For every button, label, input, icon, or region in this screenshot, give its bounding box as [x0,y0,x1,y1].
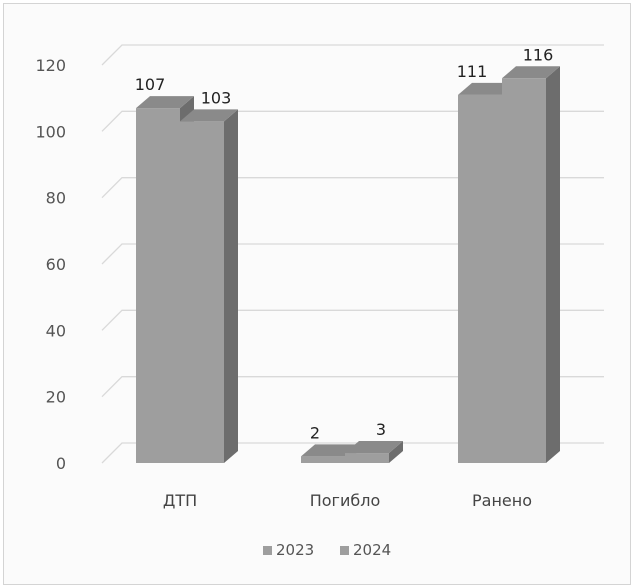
data-label: 2 [310,423,320,442]
y-tick-label: 120 [35,56,66,75]
y-tick-label: 20 [46,388,66,407]
gridline [101,44,604,66]
gridline [101,243,604,265]
bar-top [180,109,238,122]
bar [136,108,180,463]
bar [345,453,389,463]
bar-top [136,96,194,109]
y-tick-label: 100 [35,122,66,141]
bar-side [224,109,238,463]
bar-top [502,66,560,79]
gridline [101,177,604,199]
data-label: 111 [457,62,488,81]
y-tick-label: 60 [46,255,66,274]
data-label: 107 [135,75,166,94]
bar-top [458,82,516,95]
bar [458,94,502,463]
bar-side [389,441,403,463]
bar [301,456,345,463]
bar [180,121,224,463]
y-tick-label: 0 [56,454,66,473]
legend-label: 2024 [353,541,391,559]
bar [502,78,546,464]
legend-label: 2023 [276,541,314,559]
y-tick-label: 40 [46,321,66,340]
x-category-label: Погибло [310,491,381,510]
gridline [101,376,604,398]
bar-side [546,66,560,464]
x-category-label: ДТП [163,491,197,510]
gridline [101,309,604,331]
gridline [101,110,604,132]
gridline [101,442,604,464]
y-tick-label: 80 [46,189,66,208]
x-category-label: Ранено [472,491,532,510]
data-label: 116 [523,45,554,64]
data-label: 3 [376,420,386,439]
data-label: 103 [201,88,232,107]
bar-top [345,441,403,454]
bar-top [301,444,359,457]
legend-swatch [340,546,349,555]
legend-swatch [263,546,272,555]
